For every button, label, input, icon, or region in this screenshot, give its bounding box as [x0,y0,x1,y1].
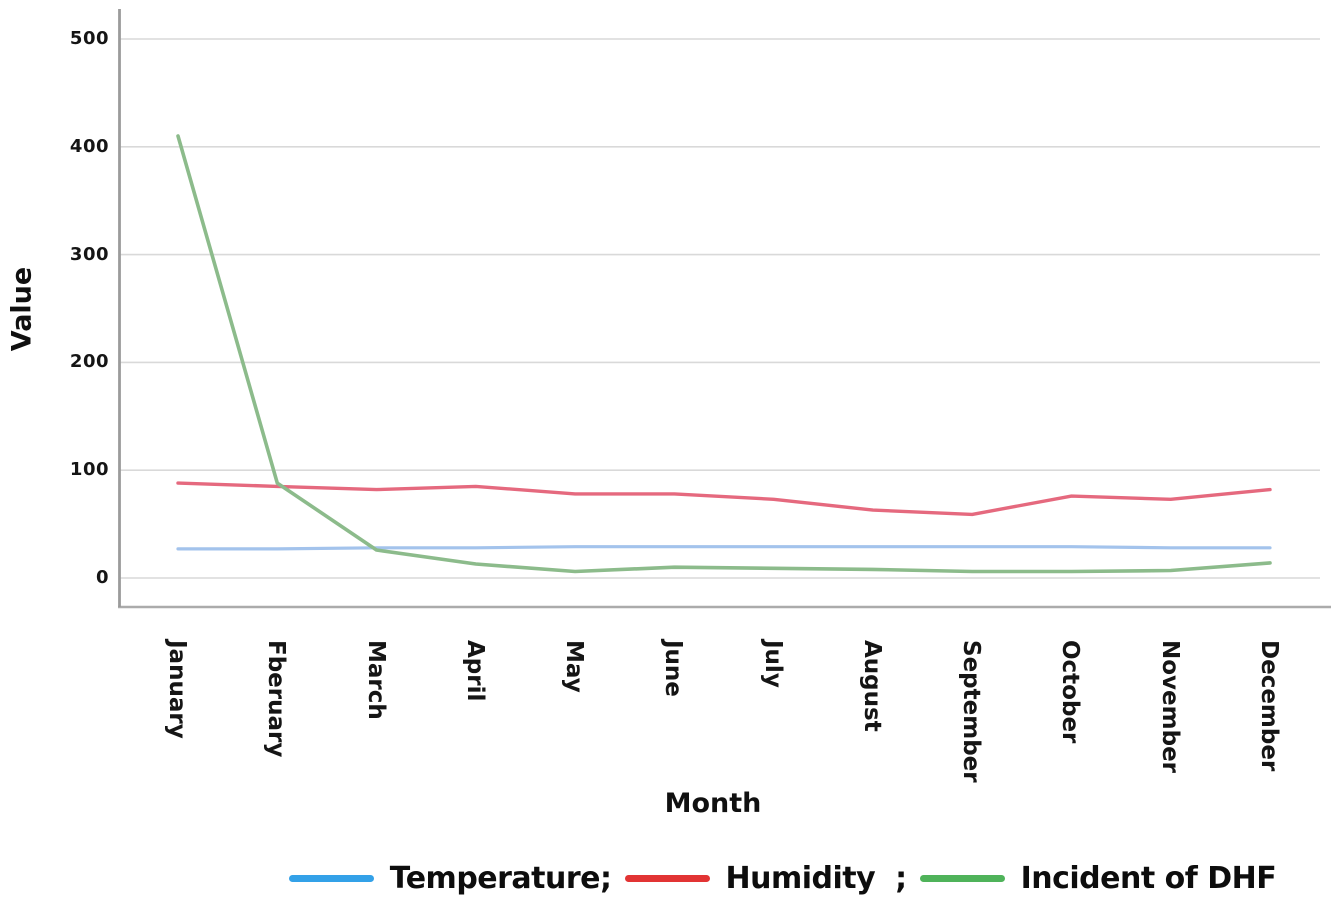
x-axis-title: Month [664,788,762,819]
humidity-line [176,481,1272,517]
y-tick-label: 400 [69,135,109,157]
legend-label-temperature: Temperature; [389,860,612,896]
legend: Temperature; Humidity ; Incident of DHF [224,856,1341,900]
y-tick-label: 0 [95,567,109,588]
humidity-line-swatch-icon [624,874,710,882]
y-axis-title: Value [6,266,38,352]
temperature-line-swatch-icon [288,874,374,882]
x-tick-label: Fberuary [263,640,290,758]
x-tick-label: August [858,640,885,732]
x-tick-label: July [759,640,786,688]
y-tick-label: 500 [69,28,109,49]
temperature-line [176,545,1272,551]
y-tick-label: 300 [69,243,109,265]
x-tick-label: March [362,640,389,720]
x-tick-label: October [1057,640,1084,744]
legend-label-incident-of-dhf: Incident of DHF [1020,860,1277,896]
x-tick-label: November [1156,640,1183,774]
y-tick-label: 200 [69,351,109,373]
legend-label-humidity: Humidity ; [725,860,908,896]
x-tick-label: April [461,640,488,702]
x-tick-label: May [561,640,588,693]
x-tick-label: December [1256,640,1282,772]
x-tick-label: June [660,640,687,697]
x-tick-label: January [164,640,190,739]
incident-of-dhf-line [176,134,1272,574]
incident-of-dhf-line-swatch-icon [919,874,1005,882]
x-tick-label: September [958,640,985,783]
y-tick-label: 100 [69,459,109,481]
